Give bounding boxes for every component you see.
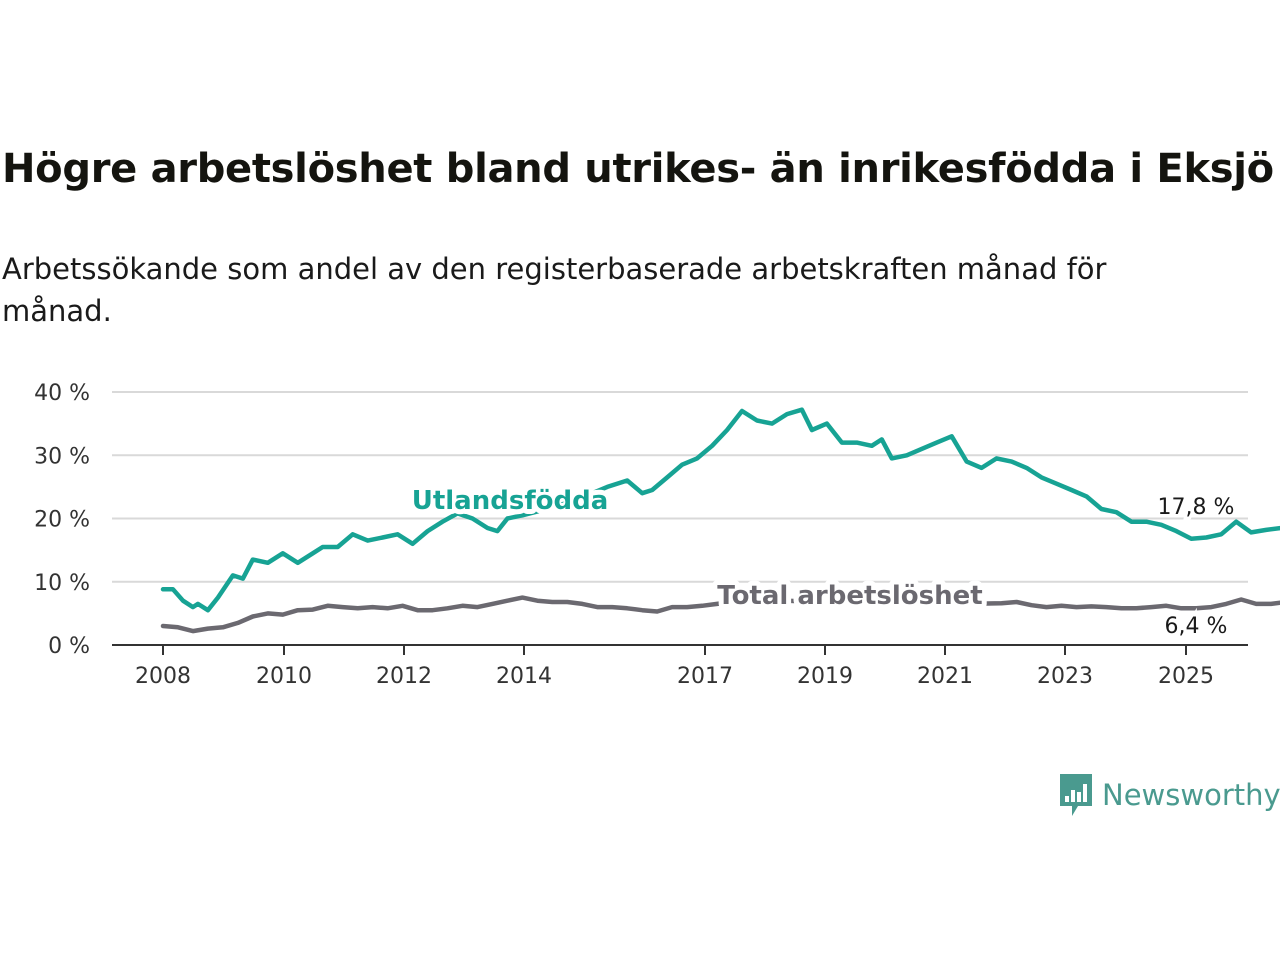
brand-name: Newsworthy [1102, 778, 1280, 812]
series-labels: Utlandsfödda 17,8 % Total arbetslöshet 6,4 … [407, 481, 1238, 642]
y-axis: 0 % 10 % 20 % 30 % 40 % [34, 381, 90, 659]
series-label-0: Utlandsfödda [412, 486, 609, 516]
x-tick-label: 2012 [376, 664, 432, 689]
y-tick-label: 20 % [34, 508, 90, 533]
x-tick-label: 2019 [797, 664, 853, 689]
x-tick-label: 2025 [1158, 664, 1214, 689]
x-tick-label: 2021 [917, 664, 973, 689]
series-label-1: Total arbetslöshet [717, 581, 982, 611]
x-tick-label: 2010 [256, 664, 312, 689]
bar-chart-icon [1060, 774, 1092, 816]
series-end-label-0: 17,8 % [1158, 495, 1235, 520]
y-tick-label: 40 % [34, 381, 90, 406]
chart-title: Högre arbetslöshet bland utrikes- än inr… [2, 146, 1274, 192]
x-axis: 2008 2010 2012 2014 2017 2019 2021 2023 2025 [112, 644, 1248, 689]
x-tick-label: 2008 [135, 664, 191, 689]
grid-lines [112, 391, 1248, 583]
series-lines [160, 407, 1280, 634]
y-tick-label: 10 % [34, 571, 90, 596]
x-tick-label: 2023 [1037, 664, 1093, 689]
series-line-0 [160, 407, 1280, 613]
chart-subtitle: Arbetssökande som andel av den registerb… [2, 252, 1107, 328]
x-tick-label: 2014 [496, 664, 552, 689]
x-tick-label: 2017 [677, 664, 733, 689]
series-line-1 [160, 595, 1280, 634]
line-chart: 0 % 10 % 20 % 30 % 40 % 2008 2010 2012 2014 2017… [34, 381, 1280, 689]
newsworthy-logo: Newsworthy [1058, 772, 1280, 818]
series-end-label-1: 6,4 % [1165, 614, 1228, 639]
y-tick-label: 0 % [48, 634, 90, 659]
y-tick-label: 30 % [34, 444, 90, 469]
